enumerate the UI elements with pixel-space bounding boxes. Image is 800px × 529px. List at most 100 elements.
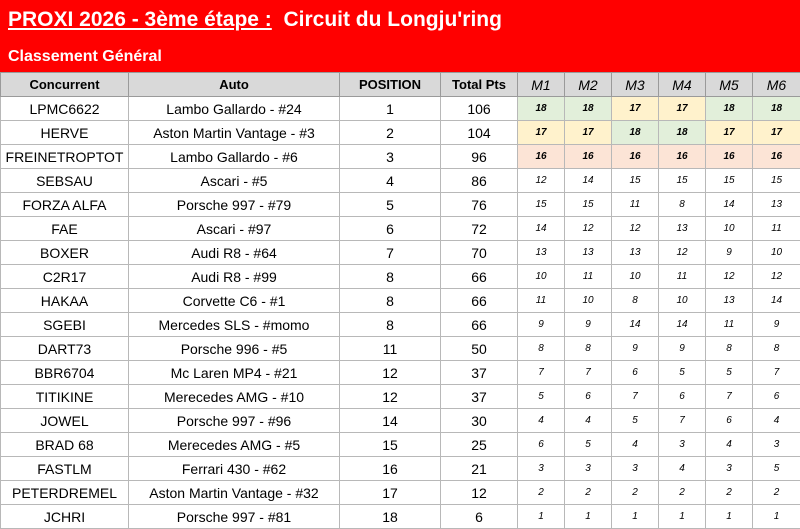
manche-6-cell[interactable]: 14 [753, 289, 800, 313]
concurrent-cell[interactable]: C2R17 [1, 265, 129, 289]
manche-5-cell[interactable]: 10 [706, 217, 753, 241]
manche-6-cell[interactable]: 1 [753, 505, 800, 529]
concurrent-cell[interactable]: FASTLM [1, 457, 129, 481]
total-points-cell[interactable]: 30 [441, 409, 518, 433]
manche-5-cell[interactable]: 11 [706, 313, 753, 337]
manche-3-cell[interactable]: 6 [612, 361, 659, 385]
auto-cell[interactable]: Mc Laren MP4 - #21 [129, 361, 340, 385]
manche-3-cell[interactable]: 14 [612, 313, 659, 337]
manche-4-cell[interactable]: 18 [659, 121, 706, 145]
manche-5-cell[interactable]: 16 [706, 145, 753, 169]
auto-cell[interactable]: Mercedes SLS - #momo [129, 313, 340, 337]
auto-cell[interactable]: Aston Martin Vantage - #3 [129, 121, 340, 145]
manche-5-cell[interactable]: 9 [706, 241, 753, 265]
concurrent-cell[interactable]: JOWEL [1, 409, 129, 433]
manche-5-cell[interactable]: 4 [706, 433, 753, 457]
manche-1-cell[interactable]: 9 [518, 313, 565, 337]
manche-1-cell[interactable]: 10 [518, 265, 565, 289]
manche-1-cell[interactable]: 5 [518, 385, 565, 409]
manche-5-cell[interactable]: 5 [706, 361, 753, 385]
manche-5-cell[interactable]: 8 [706, 337, 753, 361]
total-points-cell[interactable]: 37 [441, 361, 518, 385]
total-points-cell[interactable]: 96 [441, 145, 518, 169]
position-cell[interactable]: 8 [340, 289, 441, 313]
position-cell[interactable]: 7 [340, 241, 441, 265]
concurrent-cell[interactable]: JCHRI [1, 505, 129, 529]
position-cell[interactable]: 8 [340, 313, 441, 337]
manche-2-cell[interactable]: 17 [565, 121, 612, 145]
manche-3-cell[interactable]: 4 [612, 433, 659, 457]
total-points-cell[interactable]: 66 [441, 313, 518, 337]
total-points-cell[interactable]: 66 [441, 265, 518, 289]
auto-cell[interactable]: Lambo Gallardo - #6 [129, 145, 340, 169]
manche-3-cell[interactable]: 10 [612, 265, 659, 289]
manche-2-cell[interactable]: 18 [565, 97, 612, 121]
manche-1-cell[interactable]: 6 [518, 433, 565, 457]
concurrent-cell[interactable]: BBR6704 [1, 361, 129, 385]
manche-2-cell[interactable]: 16 [565, 145, 612, 169]
auto-cell[interactable]: Porsche 997 - #79 [129, 193, 340, 217]
manche-6-cell[interactable]: 7 [753, 361, 800, 385]
manche-4-cell[interactable]: 1 [659, 505, 706, 529]
auto-cell[interactable]: Corvette C6 - #1 [129, 289, 340, 313]
total-points-cell[interactable]: 72 [441, 217, 518, 241]
manche-4-cell[interactable]: 14 [659, 313, 706, 337]
manche-6-cell[interactable]: 17 [753, 121, 800, 145]
manche-4-cell[interactable]: 7 [659, 409, 706, 433]
manche-1-cell[interactable]: 12 [518, 169, 565, 193]
concurrent-cell[interactable]: FORZA ALFA [1, 193, 129, 217]
manche-3-cell[interactable]: 5 [612, 409, 659, 433]
manche-2-cell[interactable]: 15 [565, 193, 612, 217]
manche-4-cell[interactable]: 12 [659, 241, 706, 265]
manche-2-cell[interactable]: 3 [565, 457, 612, 481]
manche-4-cell[interactable]: 11 [659, 265, 706, 289]
manche-4-cell[interactable]: 13 [659, 217, 706, 241]
manche-1-cell[interactable]: 11 [518, 289, 565, 313]
manche-3-cell[interactable]: 12 [612, 217, 659, 241]
manche-6-cell[interactable]: 12 [753, 265, 800, 289]
position-cell[interactable]: 8 [340, 265, 441, 289]
concurrent-cell[interactable]: HAKAA [1, 289, 129, 313]
manche-1-cell[interactable]: 3 [518, 457, 565, 481]
total-points-cell[interactable]: 21 [441, 457, 518, 481]
position-cell[interactable]: 12 [340, 361, 441, 385]
manche-4-cell[interactable]: 9 [659, 337, 706, 361]
auto-cell[interactable]: Audi R8 - #64 [129, 241, 340, 265]
concurrent-cell[interactable]: TITIKINE [1, 385, 129, 409]
manche-2-cell[interactable]: 14 [565, 169, 612, 193]
manche-3-cell[interactable]: 11 [612, 193, 659, 217]
position-cell[interactable]: 2 [340, 121, 441, 145]
concurrent-cell[interactable]: BOXER [1, 241, 129, 265]
manche-4-cell[interactable]: 6 [659, 385, 706, 409]
manche-5-cell[interactable]: 18 [706, 97, 753, 121]
manche-1-cell[interactable]: 14 [518, 217, 565, 241]
manche-1-cell[interactable]: 2 [518, 481, 565, 505]
total-points-cell[interactable]: 104 [441, 121, 518, 145]
manche-2-cell[interactable]: 7 [565, 361, 612, 385]
manche-2-cell[interactable]: 5 [565, 433, 612, 457]
total-points-cell[interactable]: 70 [441, 241, 518, 265]
total-points-cell[interactable]: 25 [441, 433, 518, 457]
position-cell[interactable]: 16 [340, 457, 441, 481]
manche-5-cell[interactable]: 14 [706, 193, 753, 217]
manche-5-cell[interactable]: 2 [706, 481, 753, 505]
manche-6-cell[interactable]: 2 [753, 481, 800, 505]
auto-cell[interactable]: Ferrari 430 - #62 [129, 457, 340, 481]
manche-1-cell[interactable]: 17 [518, 121, 565, 145]
concurrent-cell[interactable]: LPMC6622 [1, 97, 129, 121]
auto-cell[interactable]: Lambo Gallardo - #24 [129, 97, 340, 121]
total-points-cell[interactable]: 76 [441, 193, 518, 217]
auto-cell[interactable]: Merecedes AMG - #10 [129, 385, 340, 409]
manche-3-cell[interactable]: 3 [612, 457, 659, 481]
manche-1-cell[interactable]: 15 [518, 193, 565, 217]
manche-1-cell[interactable]: 7 [518, 361, 565, 385]
manche-2-cell[interactable]: 4 [565, 409, 612, 433]
total-points-cell[interactable]: 37 [441, 385, 518, 409]
manche-2-cell[interactable]: 1 [565, 505, 612, 529]
manche-6-cell[interactable]: 6 [753, 385, 800, 409]
manche-1-cell[interactable]: 16 [518, 145, 565, 169]
manche-4-cell[interactable]: 2 [659, 481, 706, 505]
position-cell[interactable]: 14 [340, 409, 441, 433]
concurrent-cell[interactable]: HERVE [1, 121, 129, 145]
manche-2-cell[interactable]: 11 [565, 265, 612, 289]
